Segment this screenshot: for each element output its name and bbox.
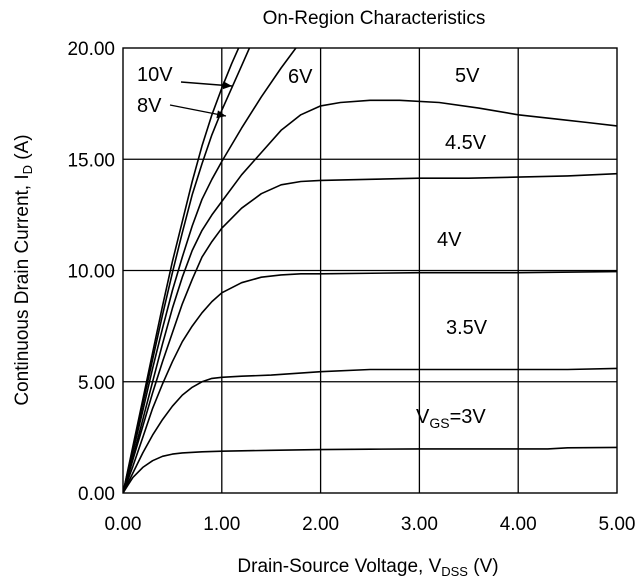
y-tick-label: 0.00 [78, 484, 115, 505]
series-labels: 10V 8V 6V 5V 4.5V 4V 3.5V VGS=3V [137, 64, 488, 431]
y-tick-label: 5.00 [78, 373, 115, 394]
y-axis-label-main: Continuous Drain Current, I [12, 174, 33, 405]
series-label-8v: 8V [137, 95, 162, 117]
x-tick-label: 0.00 [105, 514, 142, 535]
curve-5v [123, 99, 617, 493]
curve-8v [123, 48, 251, 493]
curve-3-5v [123, 367, 617, 493]
series-label-tail: =3V [450, 406, 487, 428]
y-axis-label-tail: (A) [12, 134, 33, 165]
series-label-vgs-3v: VGS=3V [416, 406, 486, 431]
y-tick-label: 10.00 [67, 262, 115, 283]
label-arrow [180, 81, 233, 90]
curve-4v [123, 270, 617, 493]
x-axis-label-main: Drain-Source Voltage, V [237, 556, 441, 577]
x-tick-label: 1.00 [203, 514, 240, 535]
series-label-6v: 6V [288, 66, 313, 88]
series-label-sub: GS [429, 415, 449, 431]
label-arrow [169, 104, 227, 119]
y-axis-label-sub: D [20, 165, 35, 174]
x-axis-label-sub: DSS [441, 564, 468, 579]
curve-vgs-3v [123, 446, 617, 493]
curve-6v [123, 48, 297, 493]
chart-title: On-Region Characteristics [263, 8, 486, 29]
x-axis-label: Drain-Source Voltage, VDSS (V) [237, 556, 498, 579]
series-label-main: V [416, 406, 430, 428]
y-tick-label: 15.00 [67, 150, 115, 171]
plot-frame [122, 47, 618, 494]
curves [123, 48, 617, 493]
series-label-3-5v: 3.5V [446, 317, 488, 339]
x-axis-label-tail: (V) [468, 556, 499, 577]
x-tick-label: 3.00 [401, 514, 438, 535]
y-axis-label: Continuous Drain Current, ID (A) [12, 134, 35, 405]
series-label-4v: 4V [437, 229, 462, 251]
tick-labels: 0.00 1.00 2.00 3.00 4.00 5.00 0.00 5.00 10.00 15.… [67, 39, 635, 535]
series-label-10v: 10V [137, 64, 173, 86]
series-label-4-5v: 4.5V [445, 132, 487, 154]
curve-10v [123, 48, 240, 493]
series-label-5v: 5V [455, 65, 480, 87]
y-tick-label: 20.00 [67, 39, 115, 60]
x-tick-label: 2.00 [302, 514, 339, 535]
curve-4-5v [123, 172, 617, 493]
x-tick-label: 4.00 [500, 514, 537, 535]
x-tick-label: 5.00 [599, 514, 636, 535]
grid-lines [123, 48, 617, 493]
